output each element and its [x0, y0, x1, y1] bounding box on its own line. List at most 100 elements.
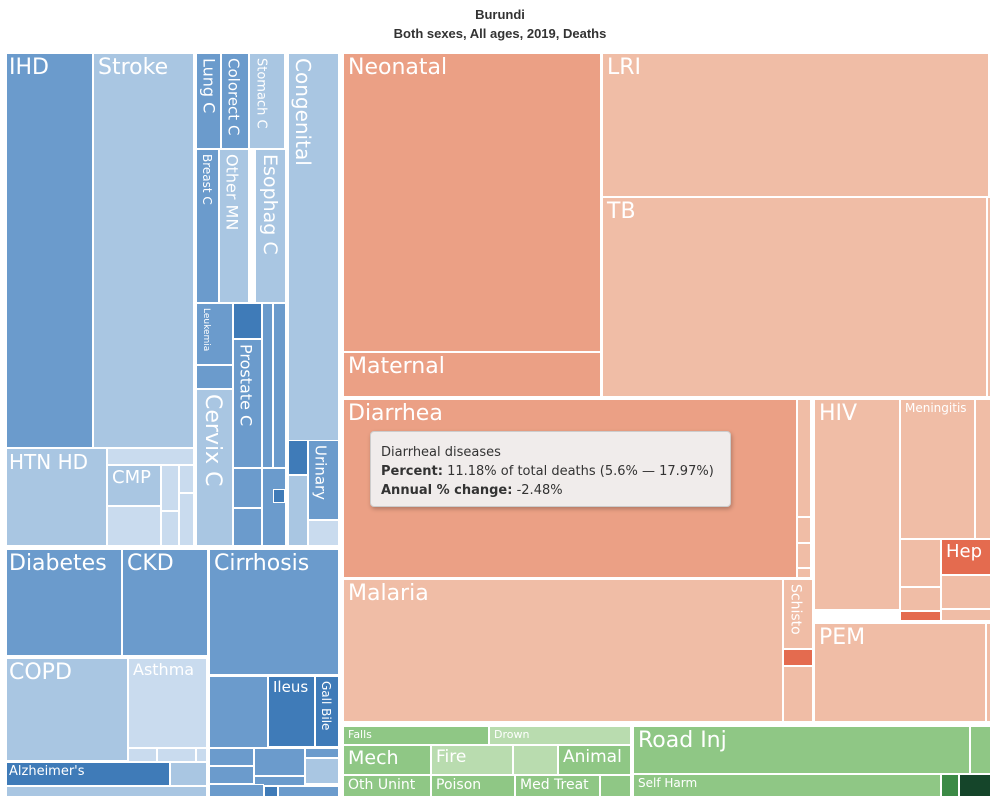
- cell-esophag-c[interactable]: Esophag C: [255, 149, 286, 303]
- cell-label: Alzheimer's: [9, 764, 85, 779]
- cell-minor-30[interactable]: [273, 489, 285, 503]
- cell-minor-70[interactable]: [797, 568, 811, 578]
- cell-minor-23[interactable]: [196, 365, 233, 389]
- cell-minor-68[interactable]: [797, 517, 811, 543]
- cell-neonatal[interactable]: Neonatal: [343, 53, 601, 352]
- cell-oth-unint[interactable]: Oth Unint: [343, 775, 431, 798]
- cell-pem[interactable]: PEM: [814, 623, 986, 722]
- cell-lri[interactable]: LRI: [602, 53, 989, 197]
- cell-minor-52[interactable]: [209, 784, 264, 798]
- cell-lung-c[interactable]: Lung C: [196, 53, 221, 149]
- cell-label: LRI: [607, 55, 642, 80]
- cell-label: Asthma: [133, 660, 195, 679]
- cell-minor-77[interactable]: [783, 649, 813, 666]
- cell-minor-78[interactable]: [783, 666, 813, 722]
- cell-drown[interactable]: Drown: [489, 726, 631, 745]
- cell-prostate-c[interactable]: Prostate C: [233, 339, 262, 468]
- cell-ihd[interactable]: IHD: [4, 53, 93, 448]
- cell-stroke[interactable]: Stroke: [93, 53, 194, 448]
- cell-med-treat[interactable]: Med Treat: [515, 775, 600, 798]
- cell-minor-47[interactable]: [254, 748, 305, 776]
- cell-asthma[interactable]: Asthma: [128, 658, 207, 748]
- cell-copd[interactable]: COPD: [4, 658, 128, 761]
- cell-breast-c[interactable]: Breast C: [196, 149, 219, 303]
- cell-minor-75[interactable]: [900, 611, 941, 621]
- cell-diabetes[interactable]: Diabetes: [4, 549, 122, 656]
- cell-tb[interactable]: TB: [602, 197, 987, 397]
- cell-alzheimer-s[interactable]: Alzheimer's: [4, 762, 170, 786]
- cell-minor-45[interactable]: [209, 676, 268, 748]
- cell-htn-hd[interactable]: HTN HD: [4, 448, 107, 546]
- cell-minor-33[interactable]: [308, 520, 339, 546]
- cell-minor-32[interactable]: [288, 475, 308, 546]
- cell-falls[interactable]: Falls: [343, 726, 489, 745]
- cell-minor-91[interactable]: [600, 775, 631, 798]
- cell-minor-38[interactable]: [179, 465, 194, 493]
- cell-hep[interactable]: Hep: [941, 539, 991, 575]
- cell-minor-69[interactable]: [797, 543, 811, 568]
- cell-minor-31[interactable]: [288, 440, 308, 475]
- cell-minor-46[interactable]: [209, 748, 254, 766]
- cell-minor-73[interactable]: [941, 575, 991, 609]
- cell-minor-49[interactable]: [305, 758, 340, 784]
- cell-minor-24[interactable]: [233, 303, 262, 339]
- cell-minor-51[interactable]: [254, 776, 305, 786]
- cell-minor-40[interactable]: [128, 748, 157, 762]
- cell-minor-36[interactable]: [161, 465, 179, 511]
- cell-minor-34[interactable]: [107, 448, 194, 465]
- cell-minor-50[interactable]: [209, 766, 254, 784]
- cell-self-harm[interactable]: Self Harm: [633, 774, 941, 798]
- cell-schisto[interactable]: Schisto: [783, 579, 813, 649]
- cell-colorect-c[interactable]: Colorect C: [221, 53, 249, 149]
- cell-minor-48[interactable]: [305, 748, 340, 758]
- cell-leukemia[interactable]: Leukemia: [196, 303, 233, 365]
- cell-minor-25[interactable]: [262, 303, 273, 468]
- cell-mech[interactable]: Mech: [343, 745, 431, 775]
- cell-minor-43[interactable]: [170, 762, 207, 786]
- cell-fire[interactable]: Fire: [431, 745, 513, 775]
- cell-hiv[interactable]: HIV: [814, 399, 900, 610]
- cell-animal[interactable]: Animal: [558, 745, 631, 775]
- cell-meningitis[interactable]: Meningitis: [900, 399, 975, 539]
- cell-cmp[interactable]: CMP: [107, 465, 161, 506]
- cell-label: Esophag C: [258, 154, 281, 255]
- cell-minor-94[interactable]: [959, 774, 991, 798]
- cell-other-mn[interactable]: Other MN: [219, 149, 249, 303]
- cell-cervix-c[interactable]: Cervix C: [196, 389, 233, 546]
- cell-minor-54[interactable]: [278, 786, 340, 798]
- cell-minor-66[interactable]: [987, 197, 991, 397]
- cell-minor-79[interactable]: [986, 623, 991, 722]
- cell-maternal[interactable]: Maternal: [343, 352, 601, 397]
- cell-minor-28[interactable]: [233, 508, 262, 546]
- cell-minor-53[interactable]: [264, 786, 278, 798]
- cell-cirrhosis[interactable]: Cirrhosis: [209, 549, 340, 675]
- cell-label: Road Inj: [638, 728, 727, 753]
- cell-minor-39[interactable]: [179, 493, 194, 546]
- cell-ckd[interactable]: CKD: [122, 549, 208, 656]
- cell-road-inj[interactable]: Road Inj: [633, 726, 970, 774]
- cell-ileus[interactable]: Ileus: [268, 676, 315, 747]
- cell-minor-92[interactable]: [970, 726, 991, 774]
- cell-minor-37[interactable]: [161, 511, 179, 546]
- cell-minor-72[interactable]: [900, 539, 941, 587]
- cell-urinary[interactable]: Urinary: [308, 440, 339, 520]
- cell-minor-76[interactable]: [941, 609, 991, 621]
- cell-minor-71[interactable]: [975, 399, 991, 539]
- cell-congenital[interactable]: Congenital: [288, 53, 339, 441]
- cell-minor-26[interactable]: [273, 303, 286, 468]
- cell-minor-67[interactable]: [797, 399, 811, 517]
- cell-minor-42[interactable]: [196, 748, 207, 762]
- cell-label: Stomach C: [253, 58, 269, 129]
- cell-gall-bile[interactable]: Gall Bile: [315, 676, 340, 747]
- cell-minor-90[interactable]: [513, 745, 558, 775]
- cell-minor-35[interactable]: [107, 506, 161, 546]
- cell-minor-44[interactable]: [4, 786, 207, 798]
- cell-malaria[interactable]: Malaria: [343, 579, 783, 722]
- cell-minor-27[interactable]: [233, 468, 262, 508]
- cell-minor-74[interactable]: [900, 587, 941, 611]
- cell-stomach-c[interactable]: Stomach C: [249, 53, 285, 149]
- cell-minor-29[interactable]: [262, 468, 286, 546]
- cell-minor-41[interactable]: [157, 748, 196, 762]
- cell-poison[interactable]: Poison: [431, 775, 515, 798]
- cell-minor-93[interactable]: [941, 774, 959, 798]
